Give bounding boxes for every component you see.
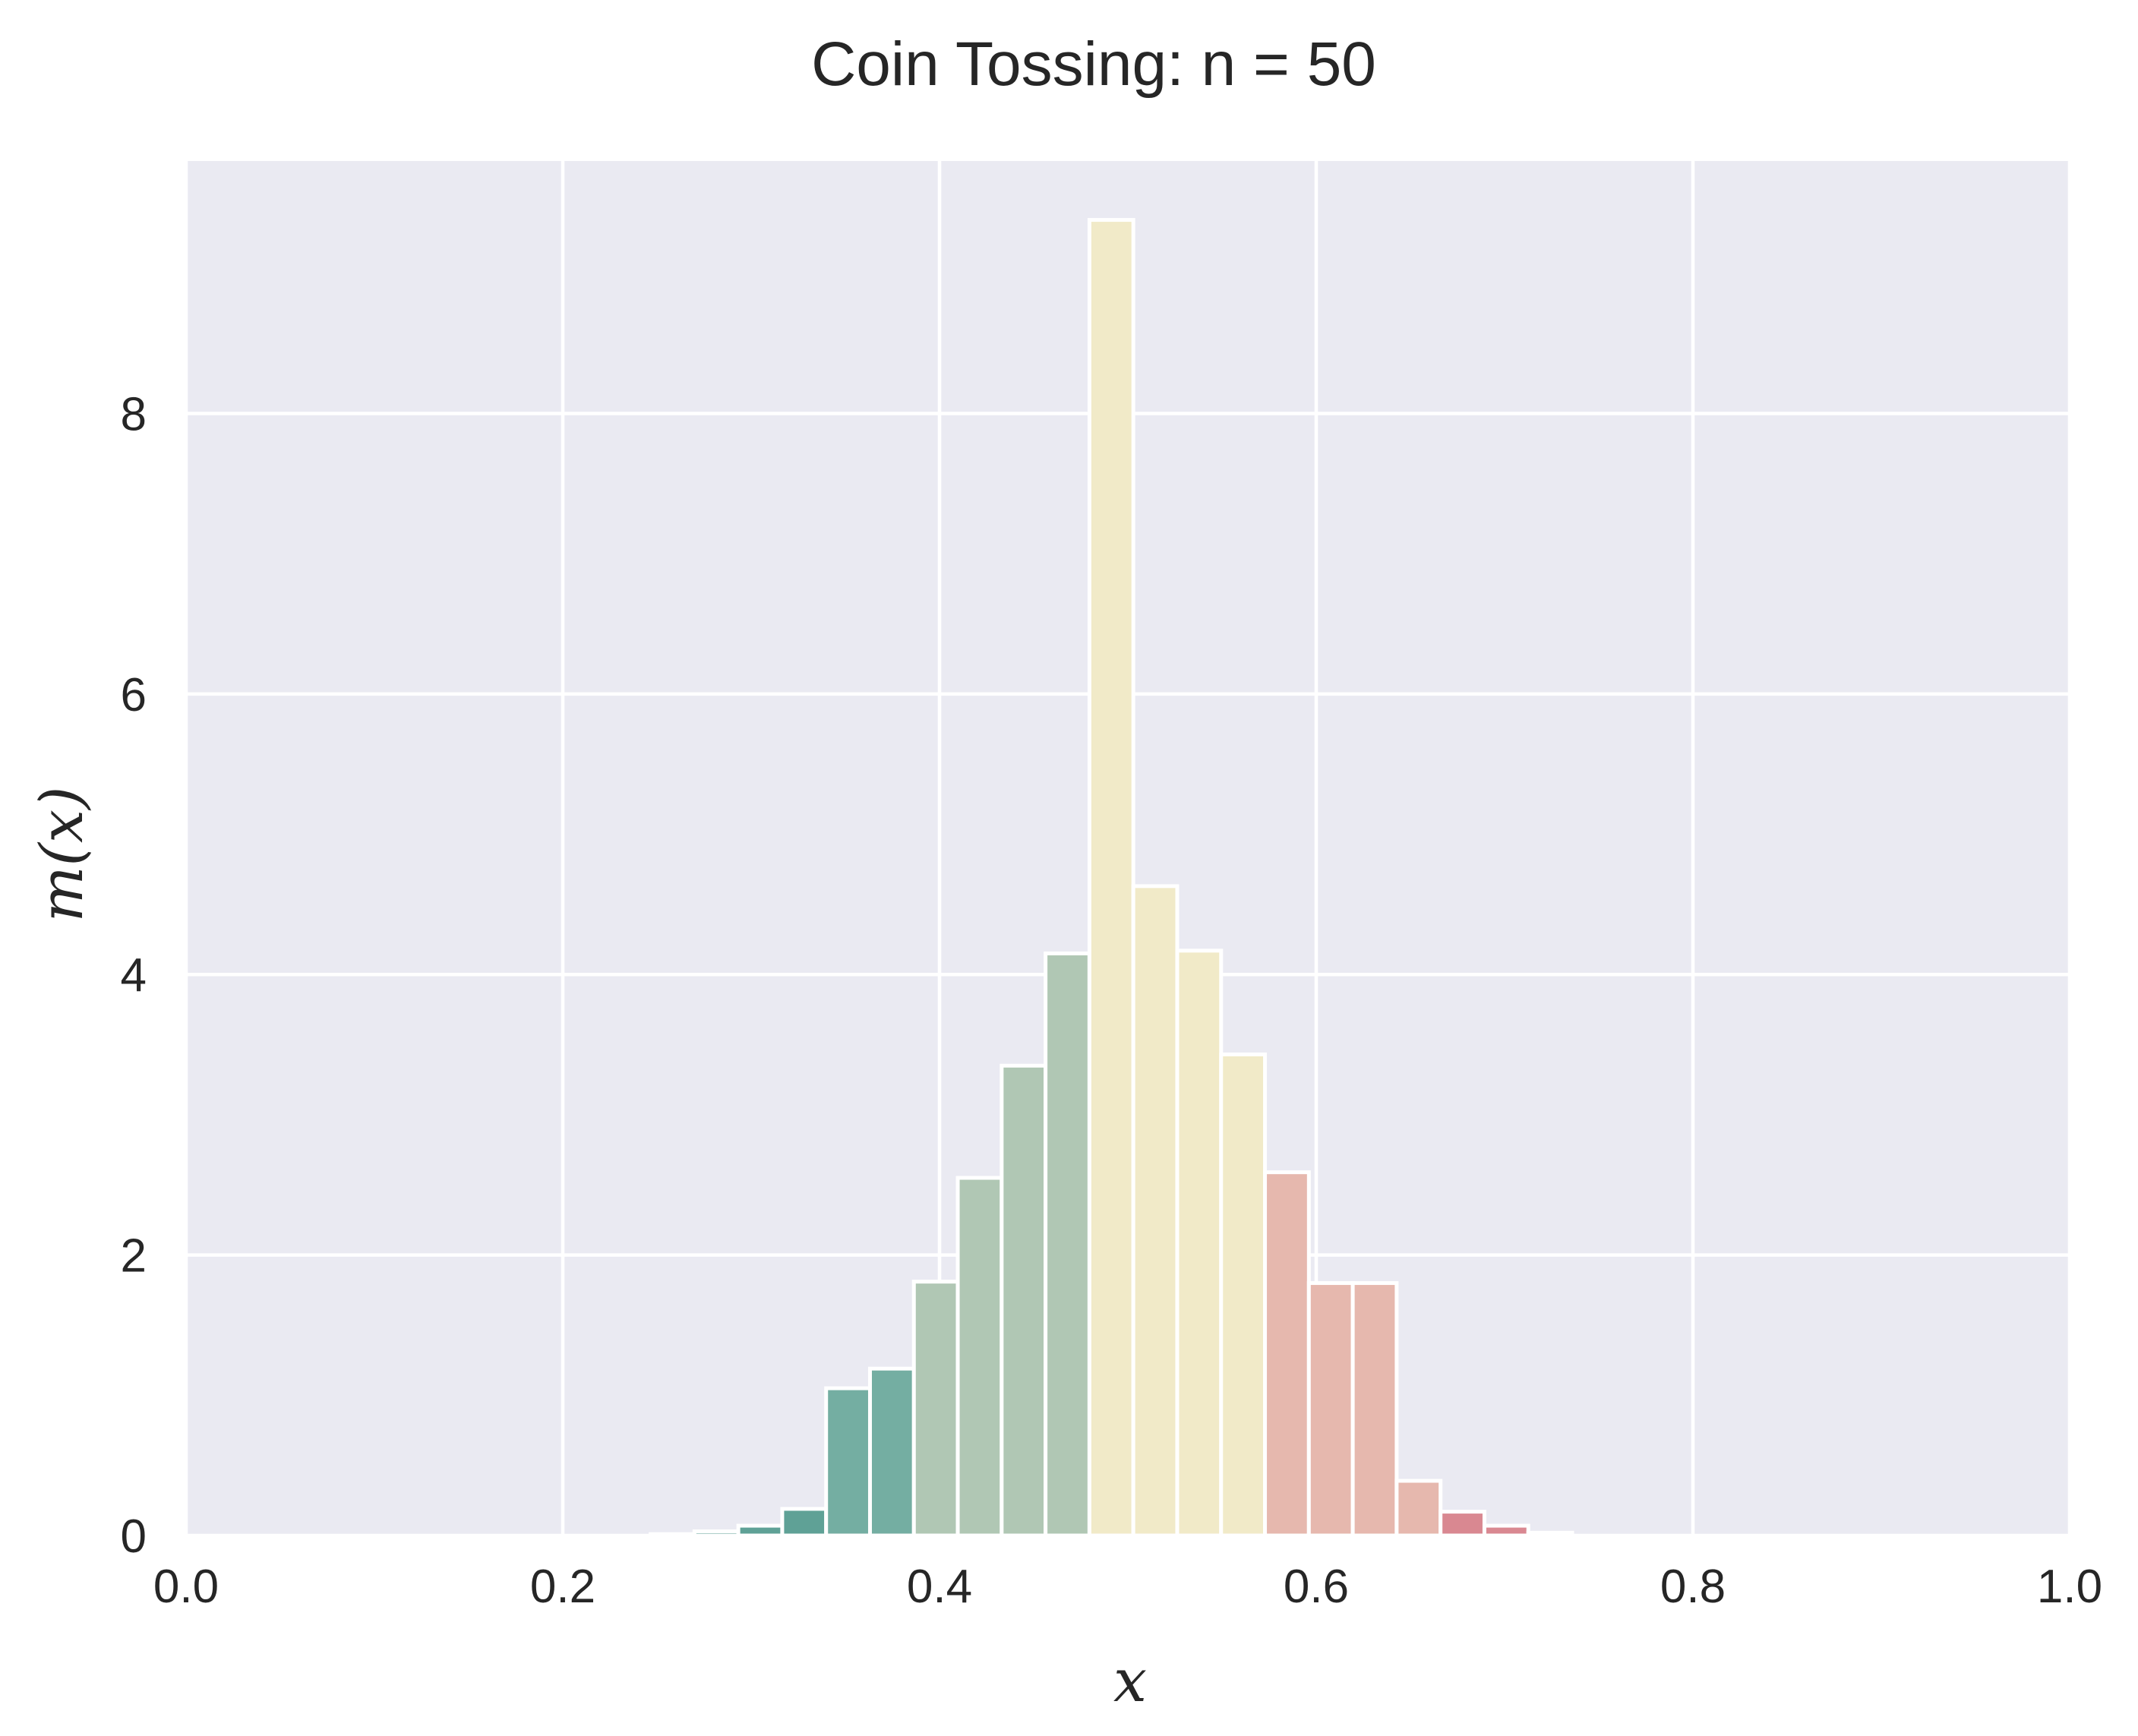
x-tick-label: 0.8 (1660, 1561, 1726, 1613)
bar-3 (736, 1523, 785, 1538)
x-tick-label: 0.0 (153, 1561, 219, 1613)
bar-10 (1044, 952, 1091, 1538)
bar-17 (1350, 1281, 1399, 1538)
y-axis-label: m(x) (28, 787, 96, 923)
bar-13 (1175, 948, 1224, 1538)
bar-9 (1000, 1063, 1048, 1538)
x-tick-label: 0.6 (1284, 1561, 1349, 1613)
bar-19 (1438, 1510, 1486, 1538)
bar-5 (824, 1386, 872, 1538)
bar-2 (692, 1529, 741, 1538)
bar-8 (955, 1176, 1004, 1538)
y-tick-label: 8 (121, 388, 147, 440)
y-tick-label: 6 (121, 669, 147, 721)
x-tick-label: 0.2 (530, 1561, 595, 1613)
y-tick-label: 0 (121, 1510, 147, 1563)
x-tick-label: 0.4 (907, 1561, 972, 1613)
x-axis-ticks: 0.0 0.2 0.4 0.6 0.8 1.0 (153, 1561, 2102, 1613)
bar-12 (1131, 884, 1180, 1538)
bar-16 (1306, 1281, 1355, 1538)
bar-14 (1219, 1053, 1268, 1538)
y-tick-label: 2 (121, 1230, 147, 1283)
bar-11 (1087, 218, 1135, 1538)
bar-6 (867, 1366, 916, 1538)
bar-1 (649, 1532, 696, 1538)
bar-4 (780, 1507, 829, 1538)
chart-title: Coin Tossing: n = 50 (811, 30, 1376, 99)
bar-21 (1526, 1530, 1574, 1538)
x-axis-label: x (1113, 1647, 1147, 1715)
x-tick-label: 1.0 (2037, 1561, 2102, 1613)
bar-15 (1263, 1170, 1311, 1538)
bar-18 (1394, 1479, 1443, 1538)
y-tick-label: 4 (121, 949, 147, 1002)
bars (649, 218, 1574, 1538)
bar-7 (911, 1280, 960, 1538)
bar-20 (1482, 1523, 1530, 1538)
y-axis-ticks: 0 2 4 6 8 (121, 388, 147, 1563)
